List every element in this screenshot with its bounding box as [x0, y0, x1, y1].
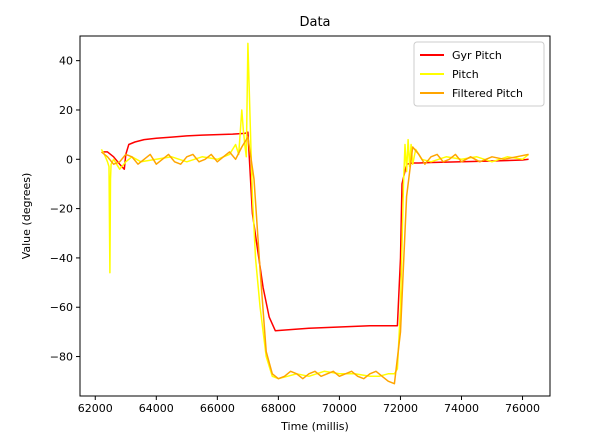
legend-label-filtered-pitch: Filtered Pitch — [452, 87, 523, 100]
x-tick-label: 64000 — [139, 402, 174, 415]
y-tick-label: 20 — [59, 104, 73, 117]
x-tick-label: 70000 — [322, 402, 357, 415]
x-tick-label: 72000 — [383, 402, 418, 415]
y-axis-label: Value (degrees) — [20, 173, 33, 260]
y-tick-label: −80 — [50, 351, 73, 364]
chart-title: Data — [299, 15, 330, 30]
legend: Gyr Pitch Pitch Filtered Pitch — [413, 41, 545, 107]
legend-box — [413, 41, 545, 107]
series-line-filtered-pitch — [100, 136, 529, 385]
x-tick-label: 62000 — [78, 402, 113, 415]
x-axis-label: Time (millis) — [280, 420, 349, 433]
y-tick-label: 0 — [66, 153, 73, 166]
x-tick-label: 66000 — [200, 402, 235, 415]
legend-label-gyr-pitch: Gyr Pitch — [452, 49, 502, 62]
y-tick-label: −40 — [50, 252, 73, 265]
plot-frame — [79, 35, 551, 397]
x-axis: 62000 64000 66000 68000 70000 72000 74000 76000 — [78, 396, 540, 415]
legend-label-pitch: Pitch — [452, 68, 479, 81]
x-tick-label: 74000 — [444, 402, 479, 415]
y-tick-label: −60 — [50, 301, 73, 314]
x-tick-label: 76000 — [505, 402, 540, 415]
y-tick-label: −20 — [50, 203, 73, 216]
y-tick-label: 40 — [59, 55, 73, 68]
x-tick-label: 68000 — [261, 402, 296, 415]
series-layer — [100, 42, 530, 385]
y-axis: −80 −60 −40 −20 0 20 40 — [50, 55, 80, 364]
